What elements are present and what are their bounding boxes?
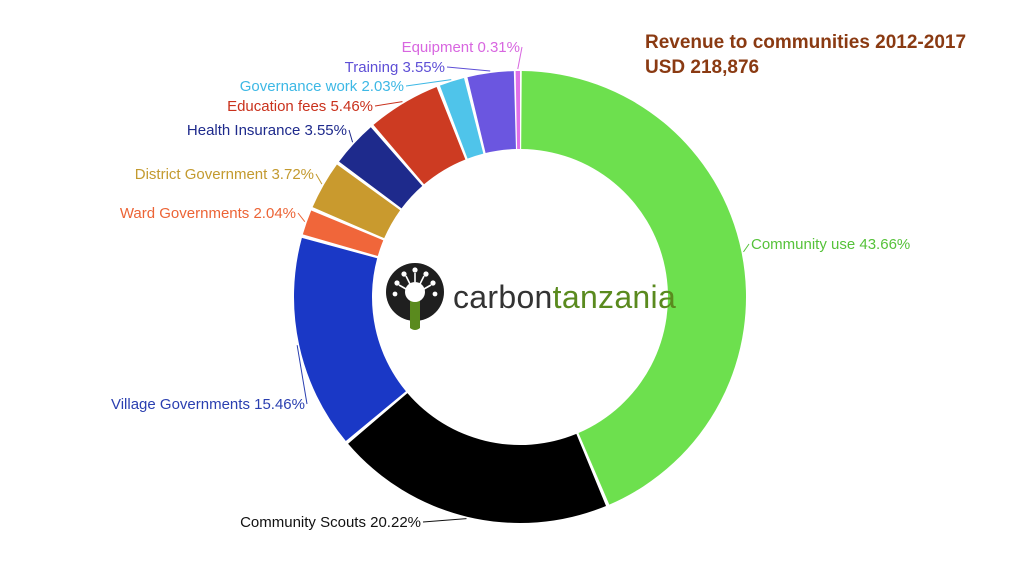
slice-community-scouts xyxy=(348,393,607,524)
slice-community-use xyxy=(521,71,747,505)
leader-district-government xyxy=(315,173,323,185)
label-village-governments: Village Governments 15.46% xyxy=(111,396,305,413)
slice-health-insurance xyxy=(339,127,423,209)
leader-health-insurance xyxy=(348,129,354,143)
slice-village-governments xyxy=(293,237,406,442)
label-district-government: District Government 3.72% xyxy=(135,166,314,183)
leader-community-use xyxy=(743,243,750,253)
label-health-insurance: Health Insurance 3.55% xyxy=(187,122,347,139)
label-equipment: Equipment 0.31% xyxy=(402,39,520,56)
chart-title-block: Revenue to communities 2012-2017 USD 218… xyxy=(645,30,966,80)
label-governance-work: Governance work 2.03% xyxy=(240,78,404,95)
slice-labels: Community use 43.66% Community Scouts 20.… xyxy=(111,39,910,531)
slice-equipment xyxy=(515,71,520,150)
leader-community-scouts xyxy=(422,518,467,523)
logo-wordmark: carbontanzania xyxy=(453,279,676,316)
label-community-use: Community use 43.66% xyxy=(751,236,910,253)
leader-training xyxy=(446,66,491,72)
leader-education-fees xyxy=(374,101,403,107)
carbon-tanzania-logo: carbontanzania xyxy=(383,262,676,332)
slice-governance-work xyxy=(439,78,484,159)
slice-ward-governments xyxy=(302,210,384,257)
logo-word-carbon: carbon xyxy=(453,278,553,315)
leader-equipment xyxy=(517,46,523,70)
label-training: Training 3.55% xyxy=(345,59,445,76)
label-leaders xyxy=(296,46,750,523)
label-community-scouts: Community Scouts 20.22% xyxy=(240,514,421,531)
leader-village-governments xyxy=(296,345,308,405)
slice-education-fees xyxy=(373,86,466,185)
slice-district-government xyxy=(312,164,401,239)
logo-word-tanzania: tanzania xyxy=(552,278,677,315)
label-education-fees: Education fees 5.46% xyxy=(227,98,373,115)
chart-subtitle: USD 218,876 xyxy=(645,57,760,78)
tree-logo-icon xyxy=(386,263,444,330)
leader-governance-work xyxy=(405,79,452,87)
chart-title: Revenue to communities 2012-2017 xyxy=(645,32,967,53)
donut-slices xyxy=(293,71,747,524)
label-ward-governments: Ward Governments 2.04% xyxy=(120,205,296,222)
slice-training xyxy=(467,71,516,154)
leader-ward-governments xyxy=(297,212,306,222)
